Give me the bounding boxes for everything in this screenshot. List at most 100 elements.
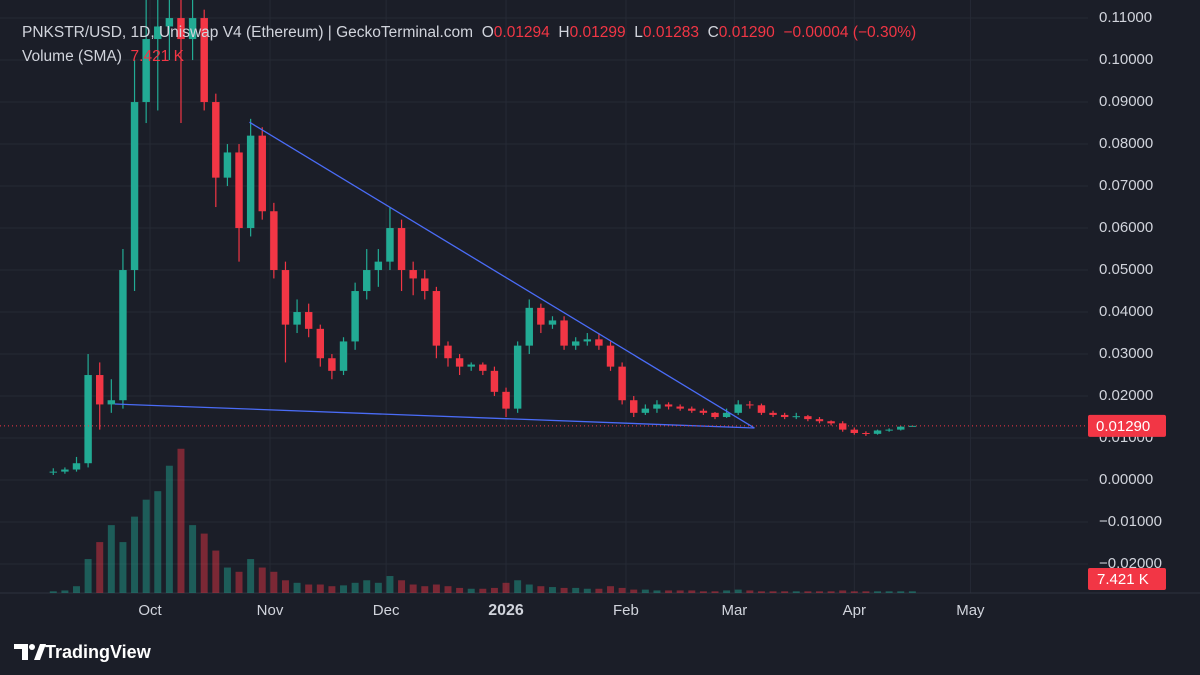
candle-body — [641, 408, 650, 413]
candle-body — [815, 419, 824, 422]
candle-body — [444, 345, 452, 359]
x-tick-label: Dec — [373, 602, 400, 619]
candle-body — [235, 152, 243, 229]
x-tick-label: 2026 — [488, 602, 524, 619]
volume-bar — [456, 587, 464, 593]
candle-body — [734, 404, 742, 413]
volume-bar — [281, 580, 289, 593]
candle-body — [177, 18, 185, 40]
volume-bar — [467, 588, 475, 593]
candle-body — [293, 312, 301, 325]
x-tick-label: Nov — [257, 602, 284, 619]
volume-bar — [583, 588, 591, 593]
x-tick-label: May — [956, 602, 985, 619]
volume-bar — [595, 588, 603, 593]
volume-bar — [862, 591, 870, 593]
candle-body — [72, 463, 81, 470]
volume-bar — [270, 571, 278, 593]
l-value: 0.01283 — [642, 24, 699, 41]
candle-body — [328, 358, 336, 371]
volume-bar — [548, 587, 556, 593]
volume-bar — [421, 586, 429, 593]
candle-body — [165, 18, 174, 27]
volume-bar — [247, 559, 255, 593]
volume-header: Volume (SMA) 7.421 K — [22, 48, 184, 66]
volume-bar — [804, 591, 812, 593]
candle-body — [537, 307, 545, 325]
volume-bar — [293, 582, 301, 593]
volume-bar — [885, 591, 893, 593]
volume-bar — [630, 589, 638, 593]
y-tick-label: 0.04000 — [1099, 303, 1153, 320]
volume-bar — [502, 582, 510, 593]
volume-bar — [839, 590, 847, 593]
candle-body — [119, 270, 127, 401]
volume-bar — [699, 591, 707, 593]
candle-body — [49, 471, 58, 473]
candle-body — [281, 270, 290, 325]
candle-body — [780, 414, 789, 418]
o-value: 0.01294 — [493, 24, 550, 41]
candle-body — [397, 228, 406, 271]
volume-bar — [398, 580, 406, 593]
candle-body — [502, 391, 510, 409]
y-tick-label: −0.02000 — [1099, 555, 1162, 572]
c-label: C — [707, 24, 719, 41]
candle-body — [595, 339, 603, 346]
volume-bar — [688, 590, 696, 593]
volume-bar — [792, 591, 800, 593]
volume-bar — [316, 584, 324, 593]
volume-bar — [374, 582, 382, 593]
candle-body — [606, 345, 615, 367]
volume-bar — [723, 590, 731, 593]
candle-body — [676, 406, 684, 409]
candle-body — [490, 370, 499, 392]
candle-body — [792, 416, 800, 418]
volume-bar — [189, 525, 197, 593]
candle-body — [850, 429, 859, 433]
volume-bar — [897, 591, 905, 593]
volume-bar — [165, 465, 173, 593]
candle-body — [664, 404, 673, 407]
volume-bar — [676, 590, 684, 593]
c-value: 0.01290 — [718, 24, 775, 41]
volume-bar — [641, 589, 649, 593]
volume-bar — [734, 589, 742, 593]
chart-header: PNKSTR/USD, 1D, Uniswap V4 (Ethereum) | … — [22, 24, 916, 42]
volume-bar — [537, 586, 545, 593]
y-tick-label: 0.02000 — [1099, 387, 1153, 404]
volume-bar — [432, 584, 440, 593]
chart-title: PNKSTR/USD, 1D, Uniswap V4 (Ethereum) | … — [22, 24, 474, 41]
volume-bar — [212, 550, 220, 593]
volume-bar — [560, 587, 568, 593]
last-price-label: 0.01290 — [1096, 418, 1150, 435]
volume-bar — [142, 499, 150, 593]
l-label: L — [634, 24, 643, 41]
volume-bar — [73, 586, 80, 593]
y-tick-label: 0.07000 — [1099, 177, 1153, 194]
volume-bar — [607, 586, 615, 593]
volume-bar — [711, 591, 719, 593]
candle-body — [560, 320, 568, 346]
volume-bar — [363, 580, 371, 593]
candle-body — [455, 358, 464, 367]
volume-bar — [816, 591, 823, 593]
o-label: O — [481, 24, 494, 41]
y-tick-label: 0.08000 — [1099, 135, 1153, 152]
y-tick-label: 0.03000 — [1099, 345, 1153, 362]
volume-bar — [653, 590, 661, 593]
candle-body — [223, 152, 232, 178]
candle-body — [838, 423, 847, 430]
h-label: H — [558, 24, 570, 41]
candle-body — [804, 416, 812, 420]
y-tick-label: −0.01000 — [1099, 513, 1162, 530]
volume-bar — [757, 591, 765, 593]
y-tick-label: 0.09000 — [1099, 93, 1153, 110]
y-tick-label: 0.05000 — [1099, 261, 1153, 278]
candle-body — [618, 366, 626, 401]
candle-body — [479, 364, 487, 371]
candle-body — [711, 412, 719, 418]
volume-bar — [200, 533, 208, 593]
